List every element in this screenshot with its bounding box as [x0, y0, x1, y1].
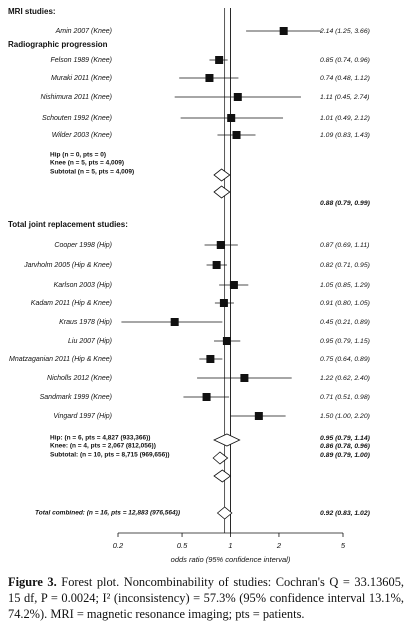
study-label: Nishimura 2011 (Knee)	[41, 94, 112, 101]
summary-label: Subtotal: (n = 10, pts = 8,715 (969,656)…	[50, 452, 170, 459]
estimate-box	[240, 374, 249, 382]
study-value: 0.87 (0.69, 1.11)	[320, 242, 369, 249]
x-axis-label: odds ratio (95% confidence interval)	[171, 555, 291, 564]
study-value: 1.09 (0.83, 1.43)	[320, 132, 370, 139]
summary-label: Hip (n = 0, pts = 0)	[50, 152, 106, 159]
summary-label: Subtotal (n = 5, pts = 4,009)	[50, 169, 134, 176]
group-title: Radiographic progression	[8, 40, 108, 49]
summary-value: 0.95 (0.79, 1.14)	[320, 435, 371, 442]
x-tick-label: 0.2	[113, 541, 124, 550]
study-value: 1.01 (0.49, 2.12)	[320, 115, 370, 122]
study-value: 0.74 (0.48, 1.12)	[320, 75, 370, 82]
study-label: Karlson 2003 (Hip)	[54, 282, 112, 289]
overall-label: Total combined: (n = 16, pts = 12,883 (9…	[35, 510, 180, 517]
estimate-box	[279, 27, 288, 35]
group-title: Total joint replacement studies:	[8, 220, 128, 229]
summary-diamond	[216, 506, 233, 520]
study-value: 1.11 (0.45, 2.74)	[320, 94, 369, 101]
study-label: Mnatzaganian 2011 (Hip & Knee)	[9, 356, 112, 363]
estimate-box	[232, 131, 241, 139]
study-value: 0.95 (0.79, 1.15)	[320, 338, 370, 345]
summary-label: Knee (n = 5, pts = 4,009)	[50, 160, 124, 167]
study-value: 0.75 (0.64, 0.89)	[320, 356, 370, 363]
estimate-box	[205, 74, 214, 82]
summary-value: 0.88 (0.79, 0.99)	[320, 200, 371, 207]
study-label: Kadam 2011 (Hip & Knee)	[31, 300, 112, 307]
study-value: 0.91 (0.80, 1.05)	[320, 300, 370, 307]
caption: Figure 3. Forest plot. Noncombinability …	[8, 574, 404, 622]
summary-diamond	[213, 469, 232, 483]
summary-diamond	[213, 168, 231, 182]
estimate-box	[202, 393, 211, 401]
study-value: 1.05 (0.85, 1.29)	[320, 282, 370, 289]
summary-label: Knee: (n = 4, pts = 2,067 (812,056))	[50, 443, 156, 450]
study-value: 0.45 (0.21, 0.89)	[320, 319, 370, 326]
estimate-box	[233, 93, 242, 101]
study-label: Schouten 1992 (Knee)	[42, 115, 112, 122]
study-label: Amin 2007 (Knee)	[55, 28, 112, 35]
study-label: Vingard 1997 (Hip)	[53, 413, 112, 420]
estimate-box	[216, 241, 225, 249]
study-label: Liu 2007 (Hip)	[68, 338, 112, 345]
group-title: MRI studies:	[8, 7, 56, 16]
study-label: Jarvholm 2005 (Hip & Knee)	[23, 262, 112, 269]
estimate-box	[219, 299, 228, 307]
study-label: Muraki 2011 (Knee)	[51, 75, 112, 82]
study-value: 0.82 (0.71, 0.95)	[320, 262, 370, 269]
estimate-box	[206, 355, 215, 363]
summary-value: 0.89 (0.79, 1.00)	[320, 452, 371, 459]
study-label: Sandmark 1999 (Knee)	[40, 394, 112, 401]
study-value: 0.85 (0.74, 0.96)	[320, 57, 370, 64]
estimate-box	[170, 318, 179, 326]
overall-value: 0.92 (0.83, 1.02)	[320, 510, 371, 517]
estimate-box	[215, 56, 224, 64]
study-label: Kraus 1978 (Hip)	[59, 319, 112, 326]
summary-diamond	[213, 433, 241, 447]
estimate-box	[227, 114, 236, 122]
x-tick-label: 5	[341, 541, 346, 550]
caption-text: Forest plot. Noncombinability of studies…	[8, 575, 404, 621]
summary-diamond	[212, 451, 229, 465]
forest-plot: 0.2 0.5 1 2 5 odds ratio (95% confidence inte…	[8, 7, 371, 564]
summary-value: 0.86 (0.78, 0.96)	[320, 443, 371, 450]
estimate-box	[229, 281, 238, 289]
estimate-box	[254, 412, 263, 420]
study-label: Cooper 1998 (Hip)	[54, 242, 112, 249]
x-tick-label: 2	[276, 541, 282, 550]
study-value: 0.71 (0.51, 0.98)	[320, 394, 370, 401]
study-label: Felson 1989 (Knee)	[51, 57, 112, 64]
estimate-box	[222, 337, 231, 345]
study-label: Nicholls 2012 (Knee)	[47, 375, 112, 382]
study-value: 2.14 (1.25, 3.66)	[319, 28, 370, 35]
caption-label: Figure 3.	[8, 575, 57, 589]
summary-diamond	[213, 185, 231, 199]
study-value: 1.22 (0.62, 2.40)	[320, 375, 370, 382]
x-tick-label: 1	[228, 541, 232, 550]
x-tick-label: 0.5	[177, 541, 188, 550]
summary-label: Hip: (n = 6, pts = 4,827 (933,366))	[50, 435, 150, 442]
study-value: 1.50 (1.00, 2.20)	[320, 413, 370, 420]
estimate-box	[212, 261, 221, 269]
study-label: Wilder 2003 (Knee)	[52, 132, 112, 139]
